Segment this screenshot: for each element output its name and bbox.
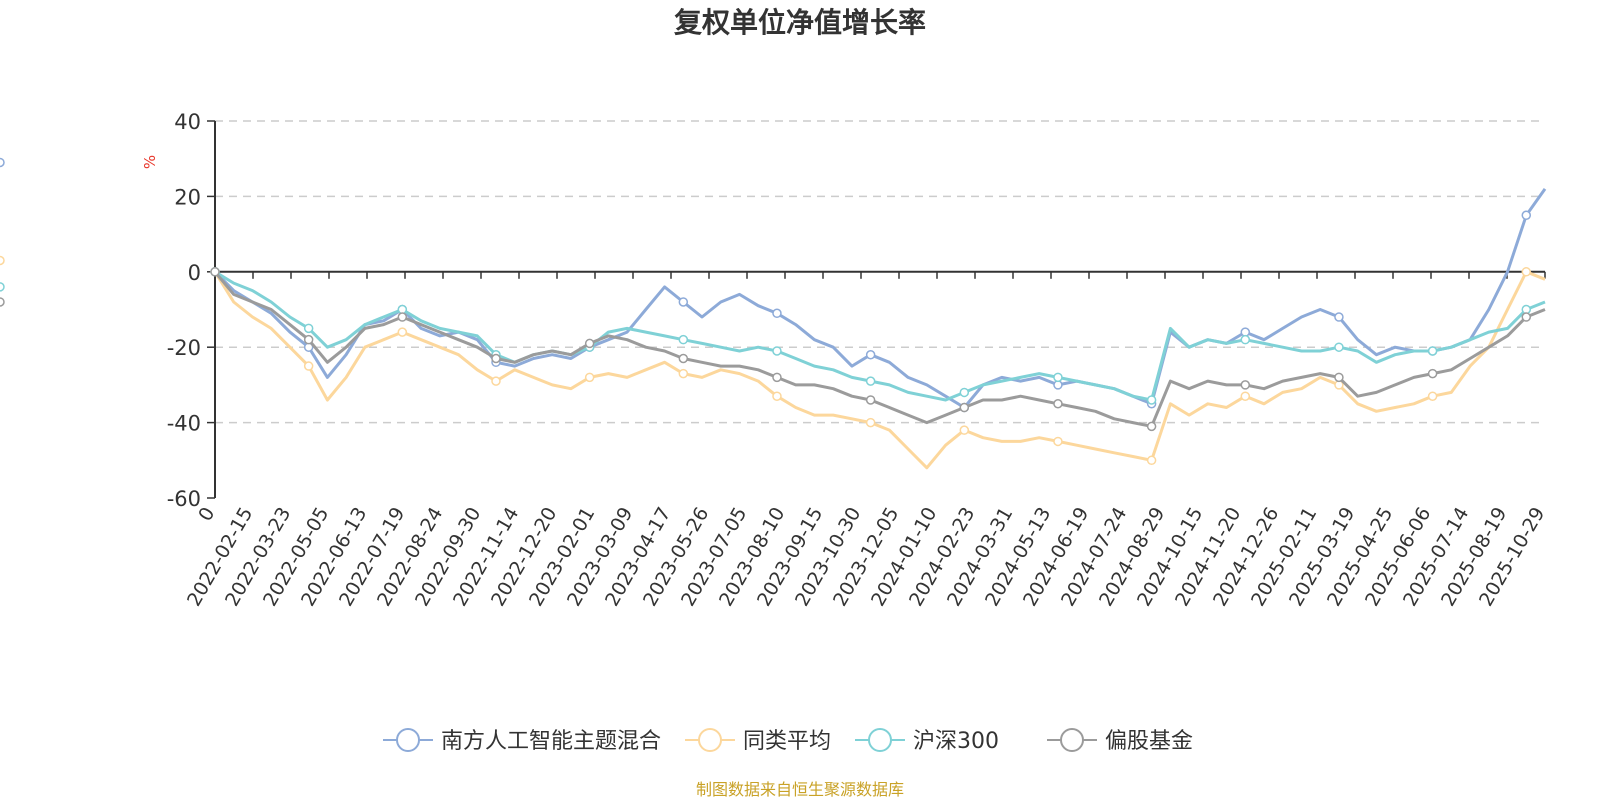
y-tick-label: 0 <box>188 261 201 285</box>
data-point <box>491 353 501 364</box>
data-point <box>0 255 5 266</box>
data-point <box>1334 372 1344 383</box>
data-point <box>0 282 5 292</box>
series-line <box>213 270 1546 428</box>
data-point <box>303 361 314 371</box>
legend-label: 南方人工智能主题混合 <box>441 729 661 754</box>
data-point <box>397 312 408 322</box>
data-point <box>303 334 314 345</box>
data-point <box>1146 421 1157 432</box>
legend-item[interactable]: 南方人工智能主题混合 <box>383 728 661 754</box>
legend-label: 同类平均 <box>743 729 831 754</box>
data-point <box>1427 391 1438 401</box>
data-point <box>959 402 970 413</box>
data-point <box>1053 399 1063 409</box>
data-point <box>678 353 689 364</box>
data-point <box>772 308 782 319</box>
data-point <box>1053 372 1063 383</box>
y-axis-ticks: 40 20 0 -20 -40 -60 <box>167 110 216 511</box>
legend[interactable]: 南方人工智能主题混合 同类平均 沪深300 偏股基金 <box>383 728 1193 754</box>
data-point <box>865 376 876 386</box>
source-note: 制图数据来自恒生聚源数据库 <box>696 780 904 799</box>
data-point <box>584 338 595 349</box>
y-tick-label: 40 <box>174 110 201 134</box>
y-tick-label: 20 <box>174 185 201 209</box>
data-point <box>678 368 689 379</box>
legend-marker <box>868 728 892 752</box>
data-point <box>397 327 408 337</box>
chart-title: 复权单位净值增长率 <box>674 6 926 39</box>
data-point <box>1240 334 1251 345</box>
data-point <box>303 323 314 334</box>
data-point <box>0 157 5 168</box>
data-point <box>1521 312 1532 322</box>
data-point <box>210 267 220 277</box>
grid-lines <box>215 120 1545 424</box>
data-point <box>959 425 970 435</box>
data-point <box>0 297 5 307</box>
data-point <box>1146 455 1157 466</box>
data-point <box>678 297 689 307</box>
legend-marker <box>698 728 722 752</box>
data-point <box>1240 391 1251 401</box>
data-point <box>678 334 689 345</box>
series-line <box>214 270 1546 402</box>
x-tick-label: 0 <box>194 504 219 525</box>
data-point <box>1427 346 1438 356</box>
data-point <box>1427 368 1438 379</box>
data-point <box>1521 267 1532 277</box>
legend-marker <box>1060 728 1084 752</box>
legend-item[interactable]: 沪深300 <box>855 728 999 754</box>
legend-marker <box>396 728 420 752</box>
data-point <box>772 391 782 401</box>
data-point <box>865 395 876 405</box>
data-point <box>584 372 595 383</box>
data-point <box>1053 436 1063 447</box>
data-point <box>772 346 782 356</box>
y-tick-label: -20 <box>167 336 201 360</box>
y-tick-label: -40 <box>167 412 201 436</box>
series-line <box>213 270 1546 470</box>
data-point <box>865 417 876 428</box>
series-line <box>213 188 1547 409</box>
legend-label: 沪深300 <box>913 729 999 754</box>
data-point <box>865 349 876 360</box>
y-tick-label: -60 <box>167 487 201 511</box>
data-point <box>1521 210 1532 220</box>
data-point <box>1334 342 1344 352</box>
data-point <box>1334 312 1344 322</box>
data-point <box>1146 395 1157 405</box>
data-point <box>1240 380 1251 390</box>
data-point <box>959 387 970 398</box>
legend-item[interactable]: 偏股基金 <box>1047 728 1193 754</box>
data-point <box>491 376 501 386</box>
data-point <box>772 372 782 383</box>
series-group <box>0 157 1547 470</box>
legend-item[interactable]: 同类平均 <box>685 728 831 754</box>
legend-label: 偏股基金 <box>1105 729 1193 754</box>
y-axis-unit: % <box>141 155 159 169</box>
